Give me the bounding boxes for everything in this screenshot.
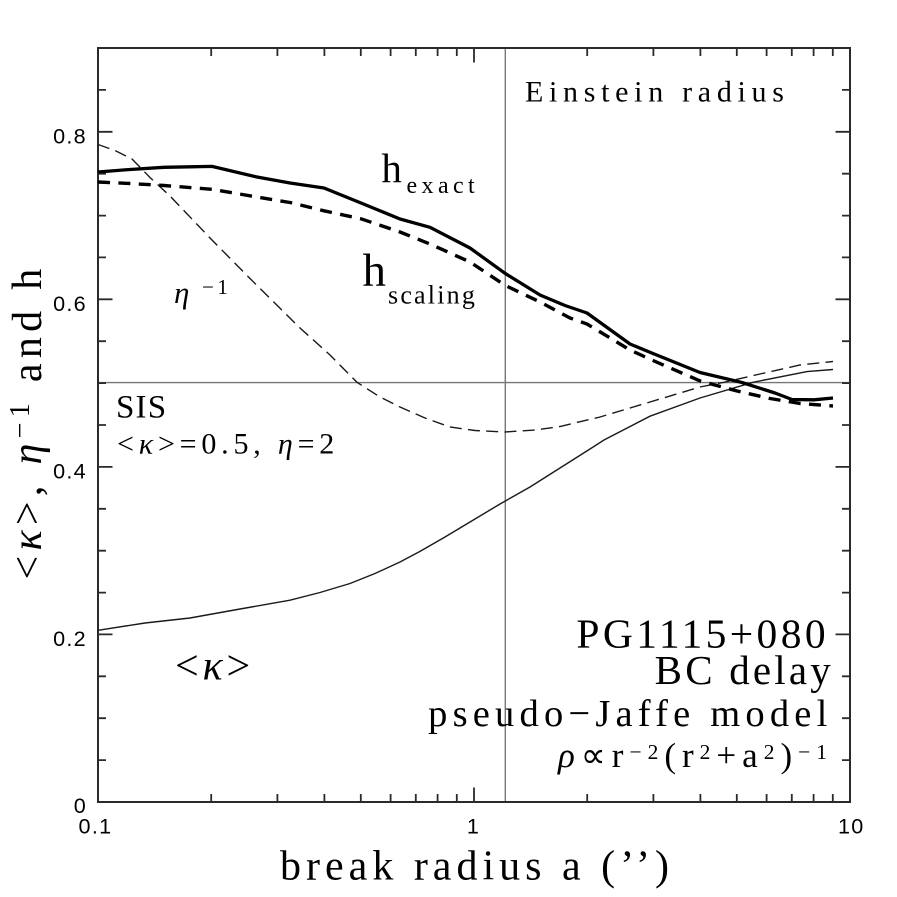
svg-text:ρ∝r−2(r2+a2)−1: ρ∝r−2(r2+a2)−1 [557, 736, 833, 775]
svg-text:BC delay: BC delay [655, 647, 834, 693]
svg-text:<κ>: <κ> [175, 644, 254, 690]
svg-text:exact: exact [407, 173, 480, 199]
svg-text:0.6: 0.6 [53, 291, 87, 316]
svg-text:0.8: 0.8 [53, 123, 87, 148]
svg-text:<κ>=0.5, η=2: <κ>=0.5, η=2 [117, 427, 339, 460]
svg-text:scaling: scaling [388, 281, 477, 310]
svg-text:h: h [381, 145, 402, 191]
svg-text:pseudo−Jaffe model: pseudo−Jaffe model [428, 693, 832, 735]
svg-text:10: 10 [838, 814, 865, 839]
svg-text:SIS: SIS [116, 389, 167, 425]
svg-text:−1: −1 [202, 275, 231, 299]
svg-text:h: h [363, 245, 387, 297]
svg-text:0.1: 0.1 [79, 814, 113, 839]
svg-text:PG1115+080: PG1115+080 [576, 610, 829, 656]
svg-text:break radius a (’’): break radius a (’’) [280, 844, 674, 890]
svg-text:1: 1 [467, 814, 480, 839]
svg-text:Einstein radius: Einstein radius [525, 76, 790, 109]
svg-text:0.2: 0.2 [53, 626, 87, 651]
svg-text:0.4: 0.4 [53, 458, 87, 483]
svg-text:0: 0 [74, 793, 87, 818]
svg-text:η: η [174, 275, 189, 310]
